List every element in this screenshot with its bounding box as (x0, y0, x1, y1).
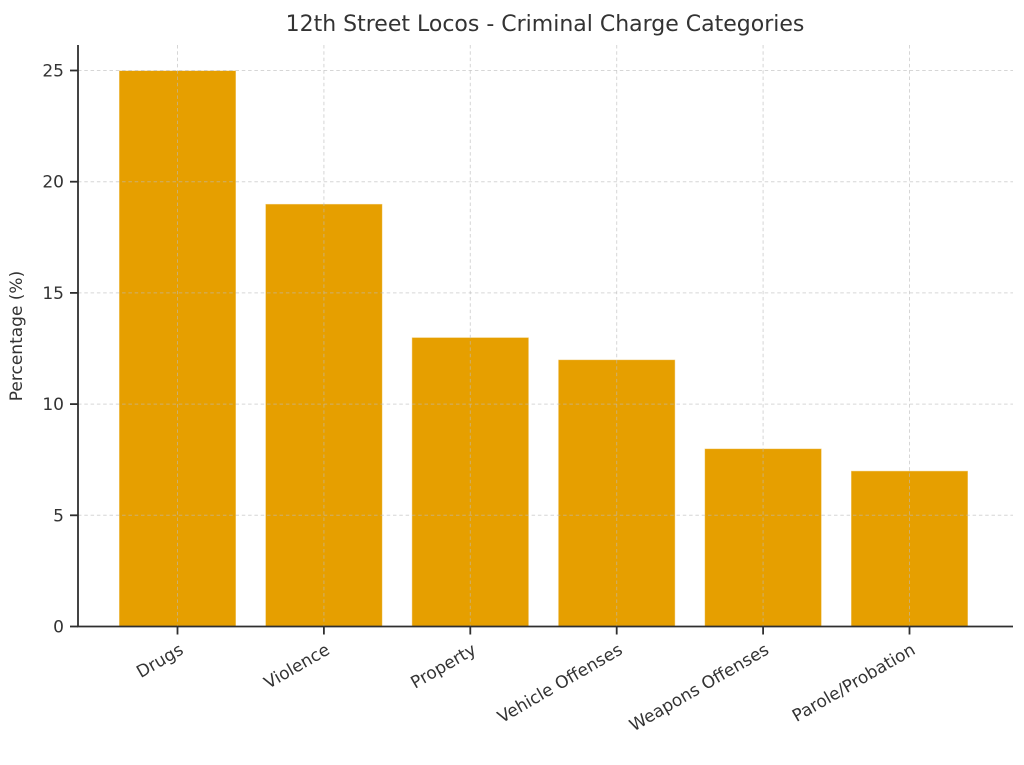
y-tick-label: 5 (53, 506, 64, 526)
bars-layer (118, 70, 969, 627)
x-tick-label: Vehicle Offenses (494, 640, 626, 728)
y-tick-label: 10 (42, 395, 64, 415)
x-tick-label: Violence (261, 640, 333, 693)
y-tick-label: 15 (42, 284, 64, 304)
axes-layer (70, 45, 1013, 635)
x-tick-label: Parole/Probation (789, 640, 919, 727)
chart-title: 12th Street Locos - Criminal Charge Cate… (286, 12, 805, 37)
x-tick-label: Weapons Offenses (626, 640, 772, 736)
y-tick-label: 0 (53, 618, 64, 638)
x-tick-label: Drugs (133, 640, 187, 683)
y-tick-label: 25 (42, 62, 64, 82)
y-axis-label: Percentage (%) (7, 271, 27, 401)
grid-layer (78, 45, 1013, 627)
x-tick-label: Property (408, 640, 480, 693)
y-tick-label: 20 (42, 173, 64, 193)
